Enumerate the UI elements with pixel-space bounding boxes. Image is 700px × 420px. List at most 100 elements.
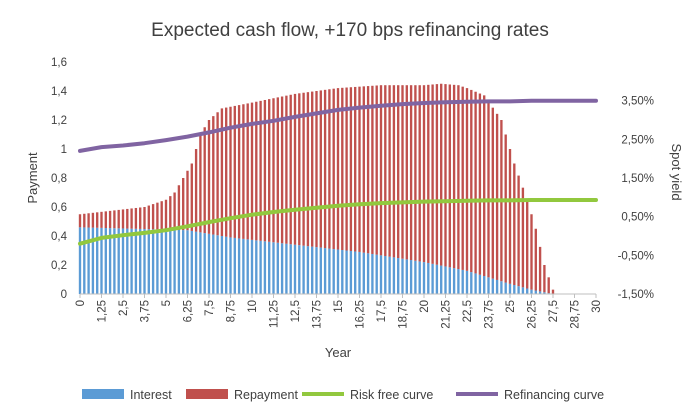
interest-bar (418, 261, 421, 294)
interest-bar (358, 251, 361, 294)
x-tick-label: 21,25 (441, 300, 453, 329)
interest-bar (164, 229, 168, 294)
interest-bar (237, 238, 241, 294)
interest-bar (366, 253, 370, 294)
interest-bar (457, 269, 460, 294)
interest-bar (354, 251, 357, 294)
legend-swatch-interest (82, 389, 124, 399)
repayment-bar (302, 92, 305, 246)
interest-bar (530, 289, 533, 294)
interest-bar (104, 228, 107, 294)
x-axis-title: Year (325, 345, 352, 360)
repayment-bar (517, 175, 520, 287)
x-tick-label: 11,25 (269, 300, 281, 328)
repayment-bar (487, 101, 490, 278)
repayment-bar (392, 85, 396, 258)
repayment-bar (474, 91, 477, 274)
repayment-bar (259, 100, 262, 241)
interest-bar (521, 287, 525, 294)
interest-bar (143, 229, 146, 294)
interest-bar (199, 232, 202, 295)
interest-bar (461, 269, 464, 294)
interest-bar (289, 244, 292, 294)
interest-bar (186, 230, 189, 294)
legend-label-repayment: Repayment (234, 388, 298, 402)
repayment-bar (526, 199, 529, 289)
y2-tick-label: -0,50% (618, 250, 654, 262)
x-tick-label: 10 (247, 300, 259, 313)
repayment-bar (341, 87, 344, 251)
repayment-bar (117, 209, 120, 229)
repayment-bar (543, 265, 546, 293)
interest-bar (388, 256, 391, 294)
y2-tick-label: 0,50% (621, 212, 654, 224)
repayment-bar (551, 289, 555, 294)
repayment-bar (126, 208, 129, 229)
chart-title: Expected cash flow, +170 bps refinancing… (151, 20, 549, 41)
repayment-bar (276, 97, 279, 243)
repayment-bar (418, 85, 421, 262)
repayment-bar (298, 93, 301, 246)
interest-bar (491, 278, 494, 294)
y-tick-label: 0,8 (51, 173, 67, 185)
repayment-bar (409, 85, 413, 261)
repayment-bar (190, 163, 193, 231)
repayment-bar (203, 127, 206, 234)
interest-bar (113, 228, 116, 294)
x-tick-label: 2,5 (118, 300, 130, 316)
interest-bar (229, 237, 232, 294)
interest-bar (169, 229, 172, 294)
repayment-bar (311, 91, 314, 247)
repayment-bar (108, 210, 112, 229)
y2-tick-label: -1,50% (618, 289, 654, 301)
interest-bar (375, 254, 378, 294)
interest-bar (207, 233, 211, 294)
repayment-bar (289, 94, 292, 245)
interest-bar (349, 250, 353, 294)
y-tick-label: 0,4 (51, 231, 68, 243)
repayment-bar (534, 228, 537, 291)
repayment-bar (177, 185, 181, 230)
x-tick-label: 13,75 (312, 300, 324, 329)
interest-bar (263, 241, 267, 294)
interest-bar (203, 233, 206, 294)
repayment-bar (143, 207, 146, 230)
repayment-bar (371, 85, 374, 254)
interest-bar (268, 241, 271, 294)
repayment-bar (405, 85, 408, 260)
repayment-bar (504, 134, 507, 283)
interest-bar (379, 255, 383, 294)
interest-bar (177, 229, 181, 294)
interest-bar (212, 234, 215, 294)
repayment-bar (250, 102, 254, 240)
interest-bar (182, 230, 185, 294)
repayment-bar (78, 214, 82, 228)
repayment-bar (199, 134, 202, 233)
repayment-bar (349, 87, 353, 251)
legend-label-interest: Interest (130, 388, 172, 402)
repayment-bar (358, 86, 361, 252)
repayment-bar (538, 246, 542, 292)
interest-bar (298, 245, 301, 294)
interest-bar (323, 248, 327, 294)
x-tick-label: 30 (591, 300, 603, 313)
x-tick-label: 20 (419, 300, 431, 313)
interest-bar (246, 239, 249, 294)
interest-bar (500, 281, 503, 294)
x-tick-label: 8,75 (226, 300, 238, 322)
repayment-bar (440, 83, 443, 266)
interest-bar (470, 272, 473, 294)
repayment-bar (444, 84, 447, 267)
y-axis-title: Payment (25, 152, 40, 204)
repayment-bar (547, 277, 550, 294)
repayment-bar (448, 84, 451, 268)
interest-bar (315, 247, 318, 294)
interest-bar (526, 288, 529, 294)
repayment-bar (461, 86, 464, 270)
y-tick-label: 1,6 (51, 57, 67, 69)
interest-bar (311, 246, 314, 294)
x-tick-label: 25 (505, 300, 517, 313)
x-tick-label: 17,5 (376, 300, 388, 322)
repayment-bar (414, 85, 417, 261)
repayment-bar (457, 85, 460, 270)
